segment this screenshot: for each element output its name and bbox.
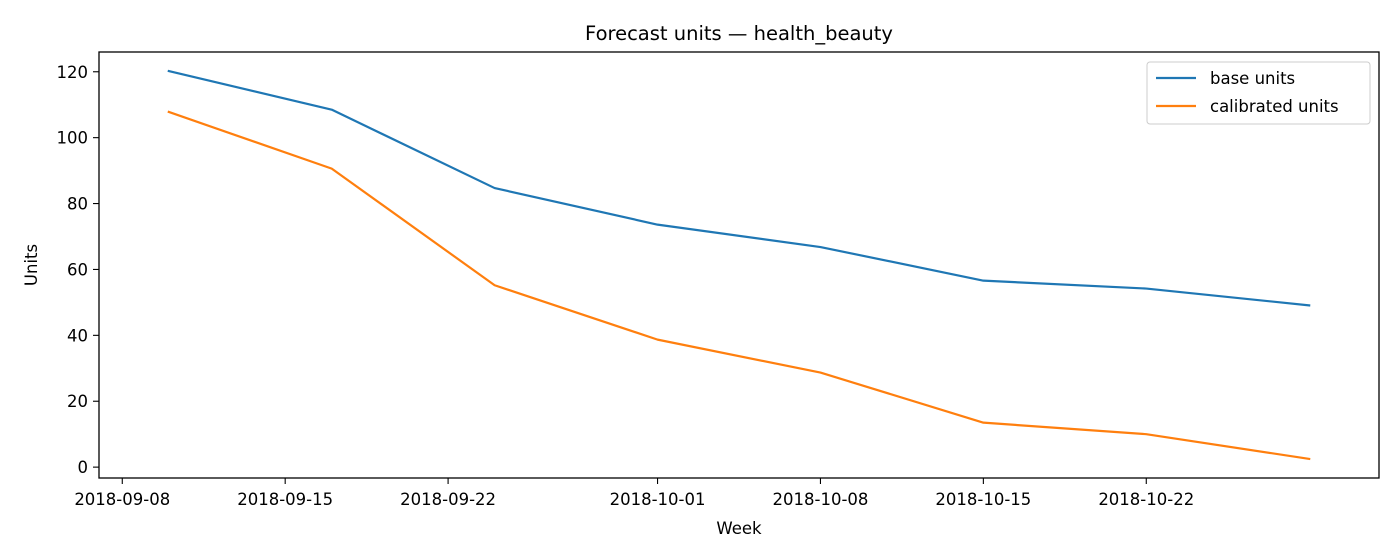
- legend: base units calibrated units: [1146, 61, 1371, 125]
- x-tick-label: 2018-10-08: [773, 490, 869, 509]
- x-tick-label: 2018-09-15: [237, 490, 333, 509]
- x-tick-label: 2018-10-15: [935, 490, 1031, 509]
- y-tick-label: 20: [67, 392, 88, 411]
- legend-box: [1146, 61, 1371, 125]
- plot-frame: [98, 51, 1380, 479]
- x-tick-label: 2018-09-22: [400, 490, 496, 509]
- x-axis-label: Week: [716, 519, 762, 538]
- y-tick-label: 80: [67, 195, 88, 214]
- legend-label-2: calibrated units: [1210, 97, 1339, 116]
- y-tick-label: 120: [57, 63, 89, 82]
- x-tick-label: 2018-09-08: [74, 490, 170, 509]
- plot-area: 0 20 40 60 80 100 120 2018-09-08 2018-09-15 2018-…: [57, 63, 1311, 509]
- chart-title: Forecast units — health_beauty: [585, 22, 893, 45]
- y-tick-label: 100: [57, 129, 89, 148]
- x-tick-label: 2018-10-01: [610, 490, 706, 509]
- series-line-1: [167, 69, 1311, 307]
- x-tick-label: 2018-10-22: [1098, 490, 1194, 509]
- y-axis-label: Units: [22, 244, 41, 286]
- y-tick-label: 40: [67, 326, 88, 345]
- series-line-2: [167, 110, 1311, 461]
- legend-label-1: base units: [1210, 69, 1295, 88]
- y-tick-label: 0: [78, 458, 89, 477]
- y-tick-label: 60: [67, 260, 88, 279]
